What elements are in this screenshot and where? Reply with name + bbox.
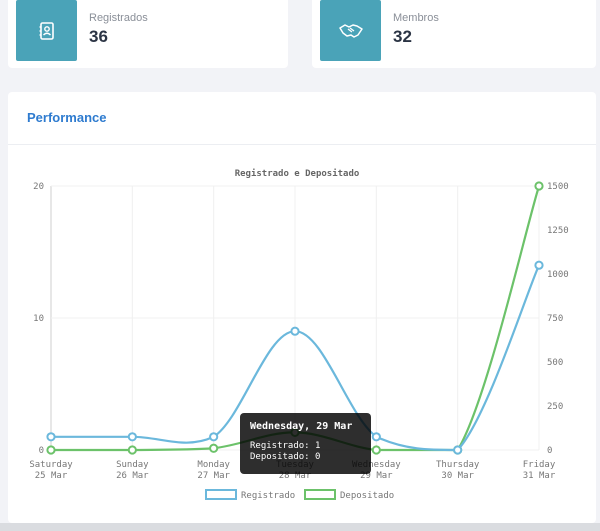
handshake-icon bbox=[320, 0, 381, 61]
stat-card-registrados: Registrados 36 bbox=[8, 0, 288, 68]
data-point-registrado bbox=[290, 326, 300, 336]
y-right-tick-label: 750 bbox=[547, 314, 563, 324]
x-tick-label-day: Thursday bbox=[436, 460, 480, 470]
stat-label: Membros bbox=[393, 12, 439, 24]
chart-title: Registrado e Depositado bbox=[235, 168, 360, 179]
data-point-depositado bbox=[127, 445, 137, 455]
data-point-registrado bbox=[209, 432, 219, 442]
series-line-registrado bbox=[51, 264, 541, 452]
y-right-tick-label: 1500 bbox=[547, 182, 569, 192]
data-point-registrado bbox=[453, 445, 463, 455]
panel-divider bbox=[8, 144, 596, 145]
y-right-tick-label: 500 bbox=[547, 358, 563, 368]
tooltip-title: Wednesday, 29 Mar bbox=[250, 421, 353, 432]
y-right-tick-label: 1250 bbox=[547, 226, 569, 236]
stat-value: 36 bbox=[89, 27, 108, 46]
x-tick-label-day: Wednesday bbox=[352, 460, 401, 470]
x-tick-label-date: 31 Mar bbox=[523, 471, 556, 481]
stat-card-membros: Membros 32 bbox=[312, 0, 596, 68]
y-left-tick-label: 10 bbox=[33, 314, 44, 324]
data-point-registrado bbox=[371, 432, 381, 442]
stat-value: 32 bbox=[393, 27, 412, 46]
x-tick-label-date: 25 Mar bbox=[35, 471, 68, 481]
x-tick-label-date: 27 Mar bbox=[197, 471, 230, 481]
data-point-depositado bbox=[46, 445, 56, 455]
x-tick-label-day: Sunday bbox=[116, 460, 149, 470]
chart-tooltip: Wednesday, 29 Mar Registrado: 1 Deposita… bbox=[240, 413, 371, 474]
data-point-registrado bbox=[534, 260, 544, 270]
tooltip-row-depositado: Depositado: 0 bbox=[250, 452, 321, 462]
legend-swatch-registrado bbox=[205, 489, 237, 500]
x-tick-label-day: Saturday bbox=[29, 460, 73, 470]
y-left-tick-label: 0 bbox=[39, 446, 44, 456]
y-right-tick-label: 250 bbox=[547, 402, 563, 412]
stat-label: Registrados bbox=[89, 12, 148, 24]
data-point-registrado bbox=[127, 432, 137, 442]
y-left-tick-label: 20 bbox=[33, 182, 44, 192]
x-tick-label-day: Friday bbox=[523, 460, 556, 470]
tooltip-row-registrado: Registrado: 1 bbox=[250, 441, 321, 451]
x-tick-label-date: 29 Mar bbox=[360, 471, 393, 481]
legend-label-depositado: Depositado bbox=[340, 491, 394, 501]
legend-label-registrado: Registrado bbox=[241, 491, 295, 501]
bottom-bar bbox=[0, 523, 600, 531]
x-tick-label-date: 30 Mar bbox=[441, 471, 474, 481]
y-right-tick-label: 0 bbox=[547, 446, 552, 456]
data-point-depositado bbox=[209, 443, 219, 453]
data-point-registrado bbox=[46, 432, 56, 442]
panel-title: Performance bbox=[27, 110, 107, 125]
data-point-depositado bbox=[534, 181, 544, 191]
x-tick-label-day: Monday bbox=[197, 460, 230, 470]
data-point-depositado bbox=[371, 445, 381, 455]
x-tick-label-date: 26 Mar bbox=[116, 471, 149, 481]
legend-swatch-depositado bbox=[304, 489, 336, 500]
x-tick-label-date: 28 Mar bbox=[279, 471, 312, 481]
contact-book-icon bbox=[16, 0, 77, 61]
y-right-tick-label: 1000 bbox=[547, 270, 569, 280]
